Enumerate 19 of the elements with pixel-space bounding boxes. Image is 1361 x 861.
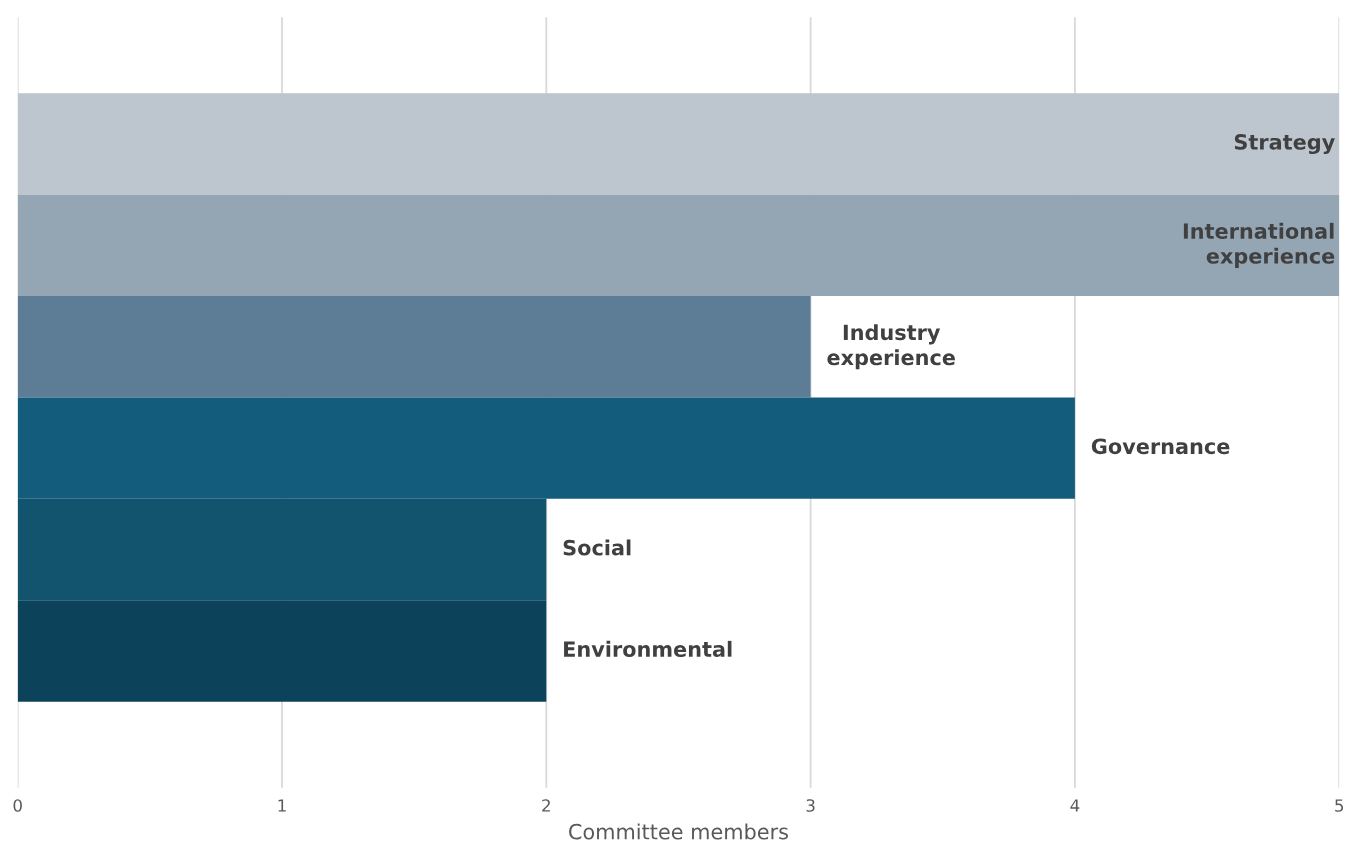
x-tick-label: 0 [13, 799, 22, 812]
y-tick-label: Environmental [564, 640, 732, 657]
y-tick-label: Governance [1091, 438, 1230, 455]
y-tick-label: Strategy [1234, 134, 1335, 155]
bar [17, 600, 547, 702]
x-tick-label: 3 [806, 799, 815, 812]
y-tick-label: Industry experience [827, 324, 955, 370]
bar [17, 397, 1075, 499]
x-tick-label: 5 [1335, 799, 1344, 812]
bar [17, 498, 547, 601]
bar [17, 93, 1340, 195]
y-tick-label: Social [563, 539, 631, 556]
x-tick-label: 1 [278, 799, 286, 812]
y-tick-label: International experience [1183, 222, 1335, 268]
x-tick-label: 2 [542, 799, 550, 812]
x-tick-label: 4 [1070, 799, 1080, 812]
bar [17, 296, 811, 398]
x-axis-title: Committee members [569, 823, 789, 840]
bar [17, 194, 1340, 297]
